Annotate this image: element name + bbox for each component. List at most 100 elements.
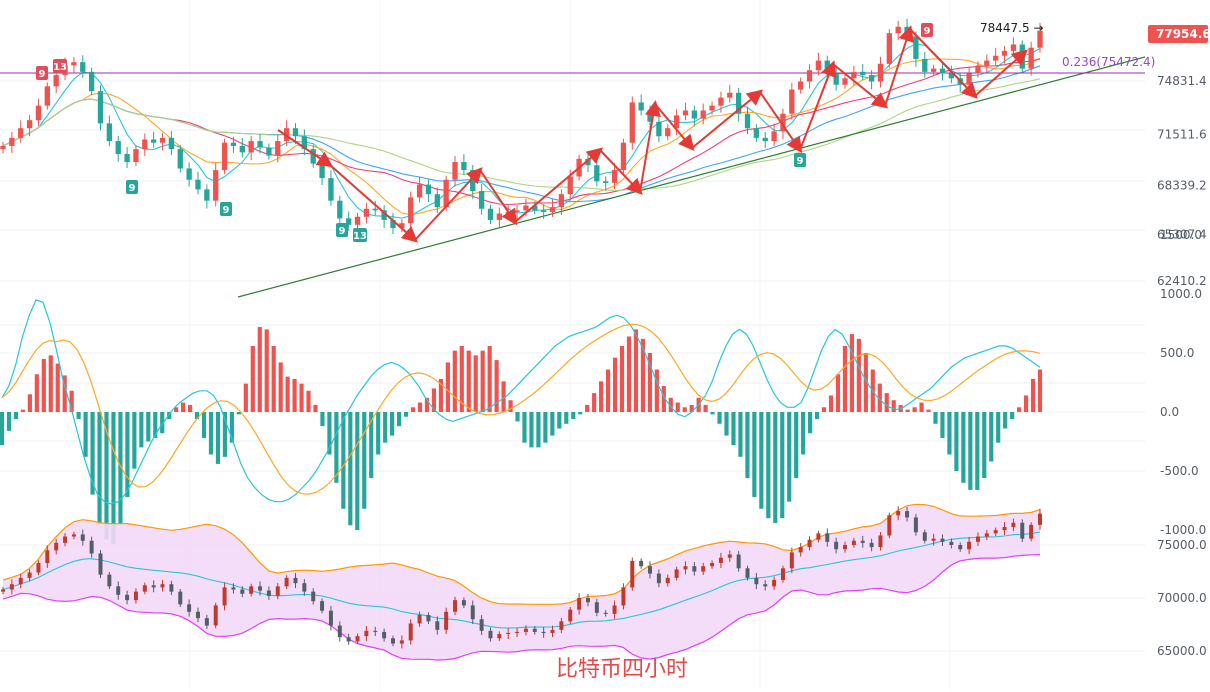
- macd-bar: [773, 412, 778, 523]
- macd-bar: [801, 412, 806, 455]
- macd-panel: 1500.0 1000.0 500.0 0.0 -500.0 -1000.0: [0, 228, 1206, 545]
- bollinger-candle-body: [825, 533, 830, 542]
- bollinger-candle-body: [1029, 524, 1034, 539]
- bollinger-candle-body: [187, 604, 192, 612]
- bollinger-candle-body: [718, 557, 723, 564]
- candle-body: [0, 145, 6, 150]
- td-marker-bg: [220, 202, 232, 216]
- bollinger-candle-body: [612, 605, 617, 614]
- macd-bar: [863, 353, 868, 412]
- macd-bar: [229, 412, 234, 443]
- macd-bar: [703, 404, 708, 412]
- candle-body: [984, 60, 990, 66]
- wave-arrow: [909, 28, 978, 99]
- bollinger-candle-body: [266, 590, 271, 596]
- macd-bar: [473, 355, 478, 412]
- macd-bar: [780, 412, 785, 519]
- candle-body: [239, 145, 245, 153]
- bollinger-panel: 75000.0 70000.0 65000.0: [1, 503, 1207, 661]
- td-marker-label: 9: [339, 226, 346, 237]
- bollinger-candle-body: [36, 563, 41, 573]
- bollinger-candle-body: [98, 553, 103, 575]
- macd-bar: [188, 404, 193, 412]
- macd-bar: [0, 412, 5, 446]
- macd-bar: [752, 412, 757, 497]
- macd-bar: [856, 338, 861, 412]
- bollinger-candle-body: [116, 586, 121, 595]
- macd-bar: [194, 412, 200, 420]
- ma-line: [2, 57, 1041, 216]
- candle-body: [88, 71, 95, 92]
- wave-arrow: [799, 60, 837, 151]
- candle-body: [895, 26, 901, 34]
- macd-bar: [257, 327, 262, 412]
- macd-bar: [814, 412, 820, 420]
- candle-body: [629, 102, 635, 143]
- bollinger-tick-label: 70000.0: [1157, 591, 1207, 605]
- bollinger-candle-body: [160, 584, 165, 588]
- bollinger-candle-body: [390, 638, 395, 644]
- bollinger-candle-body: [887, 515, 892, 536]
- macd-tick-label: 1000.0: [1160, 287, 1202, 301]
- bollinger-candle-body: [594, 602, 599, 613]
- macd-bar: [355, 412, 360, 530]
- bollinger-candle-body: [905, 511, 910, 518]
- bollinger-bands: [2, 503, 1041, 661]
- macd-bar: [731, 412, 736, 446]
- bollinger-candle-body: [913, 517, 918, 533]
- candle-body: [691, 110, 697, 119]
- bollinger-candle-body: [240, 589, 245, 594]
- bollinger-candle-body: [311, 591, 316, 602]
- candle-body: [762, 137, 768, 142]
- macd-bar: [654, 369, 659, 412]
- bollinger-fill: [3, 504, 1040, 660]
- macd-bar: [97, 412, 102, 525]
- candle-body: [115, 141, 121, 154]
- candle-body: [1001, 50, 1008, 56]
- candle-body: [416, 184, 423, 198]
- bollinger-candle-body: [665, 577, 670, 584]
- candle-body: [346, 218, 352, 225]
- bollinger-candle-body: [470, 605, 475, 620]
- wave-arrow: [329, 164, 418, 243]
- bollinger-candle-body: [851, 540, 856, 545]
- bollinger-candle-body: [656, 573, 661, 584]
- td-marker-bg: [921, 23, 933, 37]
- bollinger-candle-body: [577, 598, 582, 610]
- wave-arrow: [277, 129, 334, 168]
- candle-body: [1010, 44, 1017, 51]
- candle-body: [735, 92, 742, 114]
- current-price-label: 77954.6: [1156, 27, 1210, 41]
- candle-body: [939, 68, 946, 74]
- candle-body: [186, 168, 192, 180]
- candle-body: [213, 170, 219, 201]
- wave-arrow: [479, 169, 518, 226]
- candle-body: [168, 137, 175, 150]
- bollinger-candle-body: [346, 637, 351, 642]
- bollinger-candle-body: [71, 534, 76, 537]
- td-marker-bg: [353, 228, 367, 242]
- bollinger-candle-body: [1038, 513, 1042, 525]
- bollinger-upper: [2, 503, 1041, 605]
- macd-bar: [884, 393, 889, 412]
- bollinger-candle-body: [355, 636, 360, 642]
- bollinger-candle-body: [18, 577, 23, 585]
- macd-bar: [160, 412, 165, 434]
- bollinger-tick-label: 75000.0: [1157, 538, 1207, 552]
- candle-body: [798, 81, 804, 90]
- bollinger-candle-body: [896, 511, 901, 516]
- macd-lines: [1, 299, 1041, 505]
- candle-body: [390, 219, 396, 229]
- macd-bar: [891, 400, 896, 412]
- bollinger-candle-body: [426, 614, 431, 622]
- bollinger-candle-body: [683, 566, 688, 570]
- td-marker-label: 9: [39, 69, 46, 80]
- macd-bar: [13, 412, 19, 420]
- macd-bar: [989, 412, 994, 462]
- bollinger-candle-body: [302, 583, 307, 592]
- candle-body: [620, 142, 627, 171]
- macd-bar: [327, 412, 332, 455]
- macd-bar: [536, 412, 541, 448]
- macd-bar: [167, 412, 172, 420]
